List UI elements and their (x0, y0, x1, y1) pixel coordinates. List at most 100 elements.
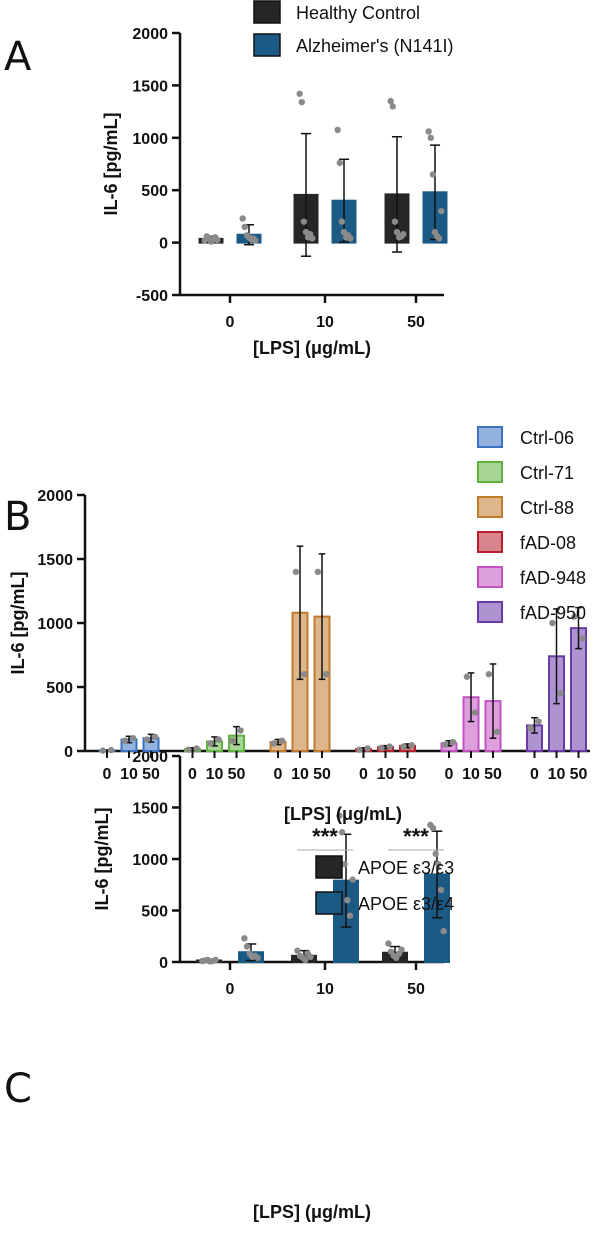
x-tick-label: 10 (291, 766, 309, 783)
data-point (207, 740, 214, 747)
data-point (252, 237, 259, 244)
y-tick-label: 500 (141, 183, 168, 200)
data-point (309, 235, 316, 242)
data-point (241, 935, 248, 942)
y-tick-label: 2000 (37, 488, 73, 505)
data-point (438, 207, 445, 215)
y-tick-label: 500 (46, 680, 73, 697)
bars (98, 545, 587, 754)
data-point (387, 97, 394, 105)
data-point (449, 738, 457, 746)
data-point (336, 159, 343, 167)
data-point (300, 218, 308, 225)
data-point (493, 728, 501, 735)
data-point (385, 940, 392, 947)
data-point (212, 956, 219, 964)
data-point (129, 735, 137, 742)
y-tick-label: 1000 (132, 131, 168, 148)
legend-label: fAD-948 (520, 568, 586, 588)
data-point (429, 171, 437, 178)
data-point (535, 718, 542, 725)
x-tick-label: 0 (445, 766, 454, 783)
y-tick-label: 1500 (132, 801, 168, 818)
data-point (408, 742, 415, 749)
data-point (294, 947, 301, 954)
x-tick-label: 0 (530, 766, 539, 783)
data-point (185, 746, 192, 753)
x-tick-label: 10 (377, 766, 395, 783)
x-tick-label: 10 (120, 766, 138, 783)
panel-letter: B (4, 494, 31, 540)
y-tick-label: 0 (64, 744, 73, 761)
data-point (151, 733, 159, 741)
y-tick-label: -500 (136, 288, 168, 305)
data-point (485, 671, 493, 678)
data-point (346, 912, 354, 919)
data-point (298, 98, 305, 106)
data-point (432, 850, 439, 858)
data-point (341, 860, 348, 868)
data-point (338, 829, 346, 836)
data-point (334, 126, 341, 134)
x-tick-label: 0 (359, 766, 368, 783)
x-tick-label: 10 (206, 766, 224, 783)
data-point (239, 215, 246, 222)
legend-label: APOE ε3/ε3 (358, 858, 454, 878)
data-point (398, 946, 405, 953)
data-point (121, 737, 129, 744)
bars (198, 90, 448, 257)
x-tick-label: 0 (103, 766, 112, 783)
x-tick-label: 0 (226, 314, 235, 331)
data-point (143, 736, 151, 743)
data-point (378, 744, 385, 751)
significance-marker: *** (312, 824, 338, 849)
y-axis-label: IL-6 [pg/mL] (101, 113, 121, 216)
x-tick-label: 50 (399, 766, 417, 783)
data-point (237, 727, 244, 734)
data-point (425, 128, 432, 135)
data-point (549, 619, 556, 627)
x-tick-label: 50 (484, 766, 502, 783)
data-point (393, 228, 401, 236)
x-tick-label: 10 (316, 314, 334, 331)
x-tick-label: 50 (570, 766, 588, 783)
data-point (338, 218, 346, 225)
legend-label: Ctrl-88 (520, 498, 574, 518)
data-point (292, 568, 300, 575)
legend-swatch (477, 601, 503, 623)
data-point (441, 741, 449, 748)
y-tick-label: 1000 (132, 852, 168, 869)
data-point (356, 746, 363, 753)
x-axis-label: [LPS] (μg/mL) (253, 1202, 371, 1222)
data-point (463, 673, 471, 680)
x-tick-label: 50 (407, 314, 425, 331)
data-point (241, 223, 248, 231)
x-tick-label: 50 (407, 981, 425, 998)
y-axis-label: IL-6 [pg/mL] (8, 572, 28, 675)
x-tick-label: 0 (274, 766, 283, 783)
legend-swatch (477, 426, 503, 448)
data-point (302, 956, 309, 964)
data-point (99, 747, 107, 754)
data-point (296, 90, 303, 97)
data-point (300, 671, 308, 678)
legend-swatch (315, 855, 343, 879)
x-tick-label: 50 (142, 766, 160, 783)
legend-swatch (477, 496, 503, 518)
legend-swatch (315, 891, 343, 915)
panel-letter: A (4, 34, 32, 80)
data-point (427, 134, 434, 141)
data-point (336, 812, 343, 819)
data-point (435, 860, 442, 868)
data-point (229, 737, 236, 744)
y-tick-label: 2000 (132, 26, 168, 43)
x-tick-label: 50 (313, 766, 331, 783)
data-point (429, 824, 437, 832)
legend-swatch (477, 461, 503, 483)
data-point (440, 927, 447, 935)
legend-label: Ctrl-06 (520, 428, 574, 448)
data-point (347, 235, 354, 242)
data-point (344, 897, 351, 904)
legend-swatch (477, 531, 503, 553)
